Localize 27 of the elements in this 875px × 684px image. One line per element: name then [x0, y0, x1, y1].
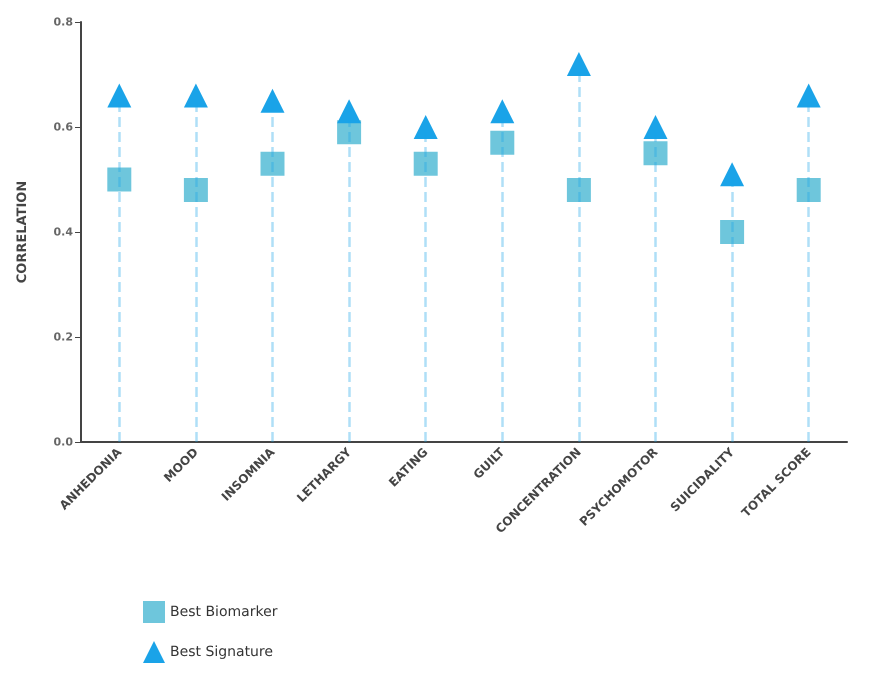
y-tick-label: 0.4 [54, 226, 74, 238]
y-tick-label: 0.0 [54, 436, 74, 448]
legend-label: Best Biomarker [170, 604, 278, 620]
point [337, 99, 362, 124]
point [566, 178, 591, 202]
point [184, 178, 208, 202]
point [566, 52, 591, 76]
point [796, 178, 821, 202]
point [720, 162, 744, 186]
point [414, 152, 438, 176]
point [260, 152, 284, 176]
point [490, 130, 514, 155]
point [260, 88, 284, 113]
y-axis-title: CORRELATION [15, 180, 30, 284]
point [107, 84, 132, 108]
y-tick-label: 0.6 [54, 120, 74, 134]
point [644, 141, 668, 166]
point [184, 84, 208, 108]
point [414, 115, 438, 139]
legend-label: Best Signature [170, 644, 273, 660]
point [796, 84, 821, 108]
point [490, 99, 514, 124]
y-tick-label: 0.2 [54, 330, 73, 344]
y-tick-label: 0.8 [54, 16, 73, 28]
point [644, 115, 668, 139]
point [107, 168, 132, 192]
point [720, 220, 744, 244]
